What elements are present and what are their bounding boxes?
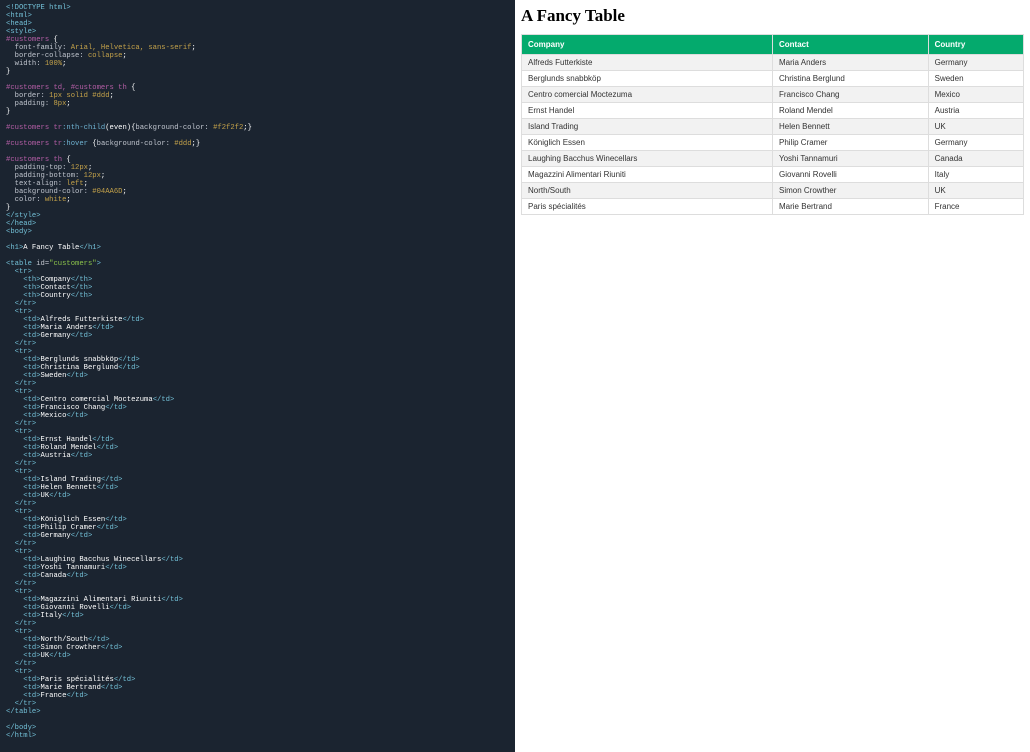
table-cell: Yoshi Tannamuri [773,151,929,167]
table-cell: Germany [928,135,1023,151]
code-editor[interactable]: <!DOCTYPE html> <html> <head> <style> #c… [0,0,515,752]
table-row: Berglunds snabbköpChristina BerglundSwed… [522,71,1024,87]
table-cell: Paris spécialités [522,199,773,215]
table-cell: Germany [928,55,1023,71]
table-cell: Philip Cramer [773,135,929,151]
table-cell: Maria Anders [773,55,929,71]
table-cell: Italy [928,167,1023,183]
table-body: Alfreds FutterkisteMaria AndersGermanyBe… [522,55,1024,215]
table-header-cell: Contact [773,35,929,55]
table-cell: UK [928,183,1023,199]
table-cell: Ernst Handel [522,103,773,119]
table-cell: Magazzini Alimentari Riuniti [522,167,773,183]
preview-pane: A Fancy Table CompanyContactCountry Alfr… [515,0,1030,752]
table-row: Ernst HandelRoland MendelAustria [522,103,1024,119]
table-row: Paris spécialitésMarie BertrandFrance [522,199,1024,215]
table-header-cell: Country [928,35,1023,55]
table-row: Alfreds FutterkisteMaria AndersGermany [522,55,1024,71]
table-header-row: CompanyContactCountry [522,35,1024,55]
table-row: Laughing Bacchus WinecellarsYoshi Tannam… [522,151,1024,167]
page-title: A Fancy Table [521,6,1024,26]
table-cell: Alfreds Futterkiste [522,55,773,71]
table-cell: Francisco Chang [773,87,929,103]
table-cell: Berglunds snabbköp [522,71,773,87]
table-cell: Marie Bertrand [773,199,929,215]
table-header-cell: Company [522,35,773,55]
table-cell: Helen Bennett [773,119,929,135]
table-cell: Roland Mendel [773,103,929,119]
table-cell: Christina Berglund [773,71,929,87]
table-row: Island TradingHelen BennettUK [522,119,1024,135]
table-cell: Canada [928,151,1023,167]
table-cell: UK [928,119,1023,135]
table-cell: North/South [522,183,773,199]
table-row: North/SouthSimon CrowtherUK [522,183,1024,199]
table-cell: Königlich Essen [522,135,773,151]
table-cell: France [928,199,1023,215]
table-row: Centro comercial MoctezumaFrancisco Chan… [522,87,1024,103]
table-cell: Centro comercial Moctezuma [522,87,773,103]
table-row: Magazzini Alimentari RiunitiGiovanni Rov… [522,167,1024,183]
table-row: Königlich EssenPhilip CramerGermany [522,135,1024,151]
customers-table: CompanyContactCountry Alfreds Futterkist… [521,34,1024,215]
table-cell: Simon Crowther [773,183,929,199]
table-cell: Mexico [928,87,1023,103]
table-cell: Island Trading [522,119,773,135]
table-cell: Sweden [928,71,1023,87]
table-cell: Austria [928,103,1023,119]
table-cell: Giovanni Rovelli [773,167,929,183]
table-cell: Laughing Bacchus Winecellars [522,151,773,167]
